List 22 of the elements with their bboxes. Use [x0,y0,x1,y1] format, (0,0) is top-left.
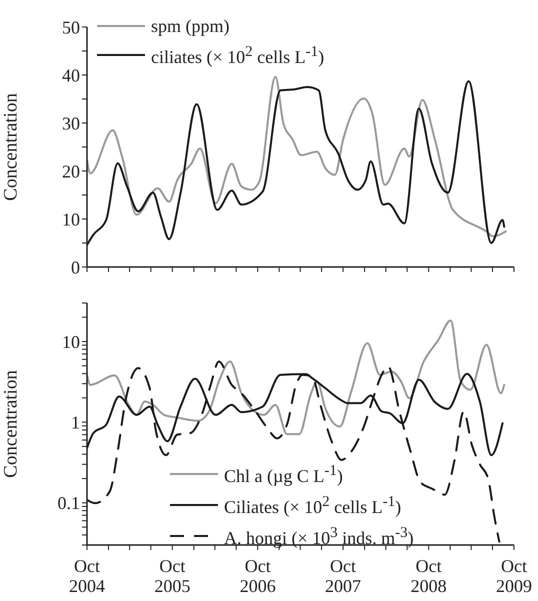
x-tick-label: Oct 2005 [154,556,190,596]
y-tick-label: 20 [62,161,80,182]
legend-label: Ciliates (× 10$^{2}$ cells L$^{-1}$) [224,493,402,519]
y-tick-label: 40 [62,65,80,86]
x-tick-label: Oct 2009 [496,556,532,596]
legend-label: Chl a (µg C L$^{-1}$) [224,462,343,488]
x-tick-label: Oct 2006 [240,556,276,596]
legend-label: spm (ppm) [151,15,230,38]
x-tick-label: Oct 2004 [69,556,105,596]
y-tick-label: 30 [62,113,80,134]
y-axis-title: Concentration [0,92,22,201]
y-tick-label: 10 [62,209,80,230]
y-tick-label: 1 [71,412,80,433]
y-tick-label: 0 [71,257,80,278]
y-tick-label: 0.1 [58,493,80,514]
line-series [87,320,506,436]
legend-label: ciliates (× 10$^{2}$ cells L$^{-1}$) [151,43,324,69]
x-tick-label: Oct 2008 [410,556,447,596]
y-tick-label: 50 [62,17,80,38]
y-tick-label: 10 [62,332,80,352]
x-tick-label: Oct 2007 [325,556,362,596]
y-axis-title: Concentration [0,370,22,478]
